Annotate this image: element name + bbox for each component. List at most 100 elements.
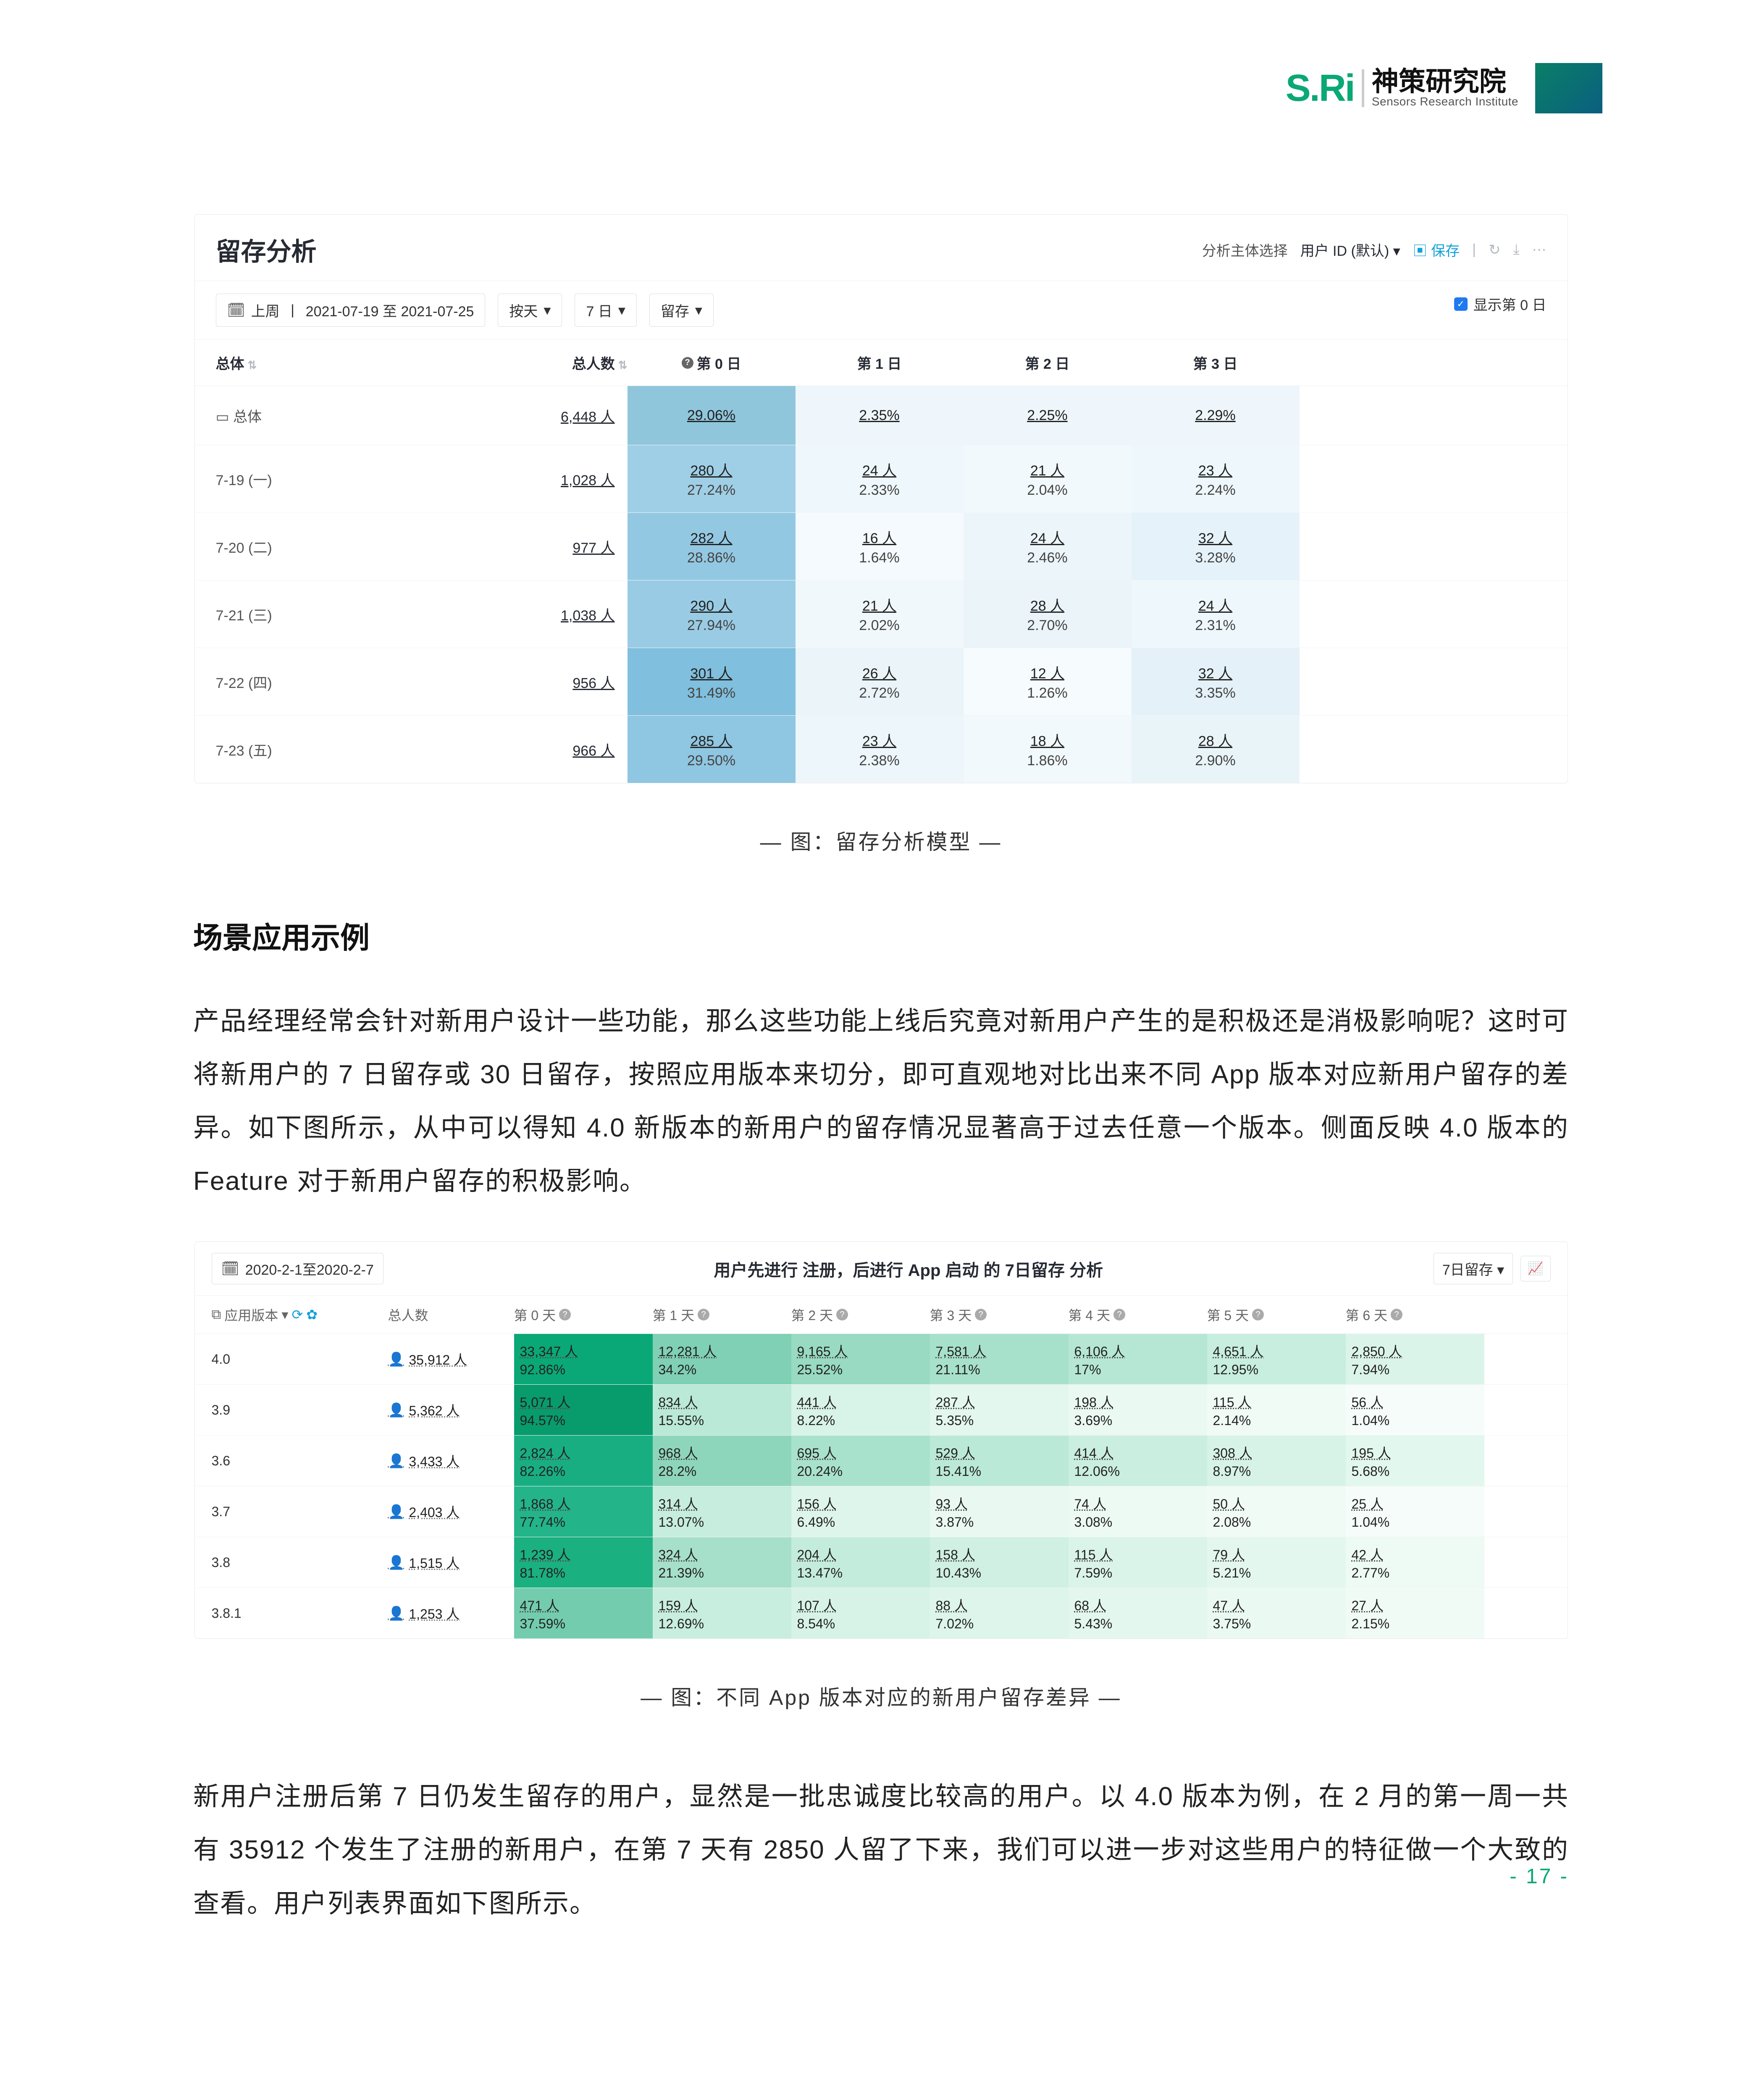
retention-cell[interactable]: 471 人37.59% xyxy=(514,1588,653,1638)
retention-cell[interactable]: 2,850 人7.94% xyxy=(1346,1334,1484,1384)
row-total[interactable]: 1,028 人 xyxy=(451,469,628,489)
retention-cell[interactable]: 324 人21.39% xyxy=(653,1537,791,1588)
row-total[interactable]: 6,448 人 xyxy=(451,405,628,426)
row-total[interactable]: 956 人 xyxy=(451,672,628,692)
retention-cell[interactable]: 28 人2.70% xyxy=(964,580,1132,648)
retention-cell[interactable]: 287 人5.35% xyxy=(930,1385,1069,1435)
retention-cell[interactable]: 314 人13.07% xyxy=(653,1486,791,1537)
retention-cell[interactable]: 50 人2.08% xyxy=(1207,1486,1346,1537)
cell-day3[interactable]: 2.29% xyxy=(1132,386,1300,445)
retention-cell[interactable]: 308 人8.97% xyxy=(1207,1436,1346,1486)
col-total[interactable]: 总人数⇅ xyxy=(451,352,628,373)
retention-cell[interactable]: 23 人2.24% xyxy=(1132,445,1300,512)
date-range-picker[interactable]: 🗓2020-2-1至2020-2-7 xyxy=(212,1253,383,1284)
retention-cell[interactable]: 5,071 人94.57% xyxy=(514,1385,653,1435)
retention-cell[interactable]: 414 人12.06% xyxy=(1069,1436,1207,1486)
retention-cell[interactable]: 12 人1.26% xyxy=(964,648,1132,715)
refresh-icon[interactable]: ↻ xyxy=(1489,242,1501,258)
row-total[interactable]: 966 人 xyxy=(451,739,628,760)
retention-cell[interactable]: 159 人12.69% xyxy=(653,1588,791,1638)
retention-cell[interactable]: 24 人2.31% xyxy=(1132,580,1300,648)
row-total[interactable]: 1,038 人 xyxy=(451,604,628,625)
retention-cell[interactable]: 2,824 人82.26% xyxy=(514,1436,653,1486)
retention-cell[interactable]: 195 人5.68% xyxy=(1346,1436,1484,1486)
retention-cell[interactable]: 1,868 人77.74% xyxy=(514,1486,653,1537)
cell-day1[interactable]: 2.35% xyxy=(796,386,964,445)
retention-cell[interactable]: 107 人8.54% xyxy=(791,1588,930,1638)
retention-cell[interactable]: 285 人29.50% xyxy=(628,716,796,783)
retention-cell[interactable]: 115 人7.59% xyxy=(1069,1537,1207,1588)
retention-cell[interactable]: 33,347 人92.86% xyxy=(514,1334,653,1384)
version-total[interactable]: 👤2,403 人 xyxy=(388,1502,514,1521)
row-total[interactable]: 977 人 xyxy=(451,536,628,557)
settings-icon[interactable]: ✿ xyxy=(306,1307,318,1323)
retention-cell[interactable]: 21 人2.04% xyxy=(964,445,1132,512)
retention-cell[interactable]: 695 人20.24% xyxy=(791,1436,930,1486)
retention-cell[interactable]: 529 人15.41% xyxy=(930,1436,1069,1486)
retention-cell[interactable]: 42 人2.77% xyxy=(1346,1537,1484,1588)
retention-cell[interactable]: 26 人2.72% xyxy=(796,648,964,715)
retention-cell[interactable]: 204 人13.47% xyxy=(791,1537,930,1588)
retention-cell[interactable]: 282 人28.86% xyxy=(628,513,796,580)
retention-cell[interactable]: 7,581 人21.11% xyxy=(930,1334,1069,1384)
retention-cell[interactable]: 12,281 人34.2% xyxy=(653,1334,791,1384)
retention-cell[interactable]: 47 人3.75% xyxy=(1207,1588,1346,1638)
version-total[interactable]: 👤3,433 人 xyxy=(388,1451,514,1470)
retention-cell[interactable]: 301 人31.49% xyxy=(628,648,796,715)
retention-cell[interactable]: 24 人2.46% xyxy=(964,513,1132,580)
retention-type-select[interactable]: 7日留存 ▾ xyxy=(1434,1253,1513,1284)
help-icon[interactable]: ? xyxy=(682,357,693,369)
retention-cell[interactable]: 32 人3.28% xyxy=(1132,513,1300,580)
reset-icon[interactable]: ⟳ xyxy=(291,1307,303,1323)
subject-select[interactable]: 用户 ID (默认) ▾ xyxy=(1300,239,1400,260)
retention-cell[interactable]: 280 人27.24% xyxy=(628,445,796,512)
help-icon[interactable]: ? xyxy=(698,1309,709,1320)
cell-day2[interactable]: 2.25% xyxy=(964,386,1132,445)
retention-cell[interactable]: 16 人1.64% xyxy=(796,513,964,580)
retention-cell[interactable]: 968 人28.2% xyxy=(653,1436,791,1486)
retention-cell[interactable]: 21 人2.02% xyxy=(796,580,964,648)
retention-cell[interactable]: 25 人1.04% xyxy=(1346,1486,1484,1537)
retention-cell[interactable]: 28 人2.90% xyxy=(1132,716,1300,783)
retention-cell[interactable]: 56 人1.04% xyxy=(1346,1385,1484,1435)
help-icon[interactable]: ? xyxy=(1391,1309,1402,1320)
retention-cell[interactable]: 23 人2.38% xyxy=(796,716,964,783)
help-icon[interactable]: ? xyxy=(836,1309,848,1320)
date-range-picker[interactable]: 🗓上周丨2021-07-19 至 2021-07-25 xyxy=(216,294,486,327)
help-icon[interactable]: ? xyxy=(559,1309,571,1320)
retention-cell[interactable]: 441 人8.22% xyxy=(791,1385,930,1435)
retention-cell[interactable]: 9,165 人25.52% xyxy=(791,1334,930,1384)
retention-cell[interactable]: 834 人15.55% xyxy=(653,1385,791,1435)
show-day0-checkbox[interactable]: ✓显示第 0 日 xyxy=(1454,294,1547,314)
retention-cell[interactable]: 24 人2.33% xyxy=(796,445,964,512)
save-button[interactable]: ▣ 保存 xyxy=(1413,239,1460,260)
retention-cell[interactable]: 115 人2.14% xyxy=(1207,1385,1346,1435)
more-icon[interactable]: ⋯ xyxy=(1532,242,1547,258)
retention-cell[interactable]: 74 人3.08% xyxy=(1069,1486,1207,1537)
cell-day0[interactable]: 29.06% xyxy=(628,386,796,445)
retention-cell[interactable]: 4,651 人12.95% xyxy=(1207,1334,1346,1384)
retention-cell[interactable]: 6,106 人17% xyxy=(1069,1334,1207,1384)
retention-cell[interactable]: 68 人5.43% xyxy=(1069,1588,1207,1638)
retention-cell[interactable]: 27 人2.15% xyxy=(1346,1588,1484,1638)
retention-cell[interactable]: 79 人5.21% xyxy=(1207,1537,1346,1588)
retention-cell[interactable]: 158 人10.43% xyxy=(930,1537,1069,1588)
granularity-select[interactable]: 按天 ▾ xyxy=(498,294,562,327)
version-total[interactable]: 👤1,515 人 xyxy=(388,1553,514,1572)
help-icon[interactable]: ? xyxy=(975,1309,987,1320)
retention-cell[interactable]: 198 人3.69% xyxy=(1069,1385,1207,1435)
retention-cell[interactable]: 32 人3.35% xyxy=(1132,648,1300,715)
group-key-select[interactable]: ⧉ 应用版本 ▾ ⟳ ✿ xyxy=(212,1305,388,1324)
help-icon[interactable]: ? xyxy=(1252,1309,1264,1320)
row-label[interactable]: ▭ 总体 xyxy=(216,405,451,426)
version-total[interactable]: 👤1,253 人 xyxy=(388,1604,514,1623)
retention-cell[interactable]: 1,239 人81.78% xyxy=(514,1537,653,1588)
retention-cell[interactable]: 290 人27.94% xyxy=(628,580,796,648)
version-total[interactable]: 👤35,912 人 xyxy=(388,1349,514,1369)
chart-toggle[interactable]: 📈 xyxy=(1520,1256,1550,1281)
retention-cell[interactable]: 88 人7.02% xyxy=(930,1588,1069,1638)
download-icon[interactable]: ⤓ xyxy=(1513,242,1519,258)
retention-cell[interactable]: 156 人6.49% xyxy=(791,1486,930,1537)
retention-cell[interactable]: 93 人3.87% xyxy=(930,1486,1069,1537)
period-select[interactable]: 7 日 ▾ xyxy=(575,294,636,327)
